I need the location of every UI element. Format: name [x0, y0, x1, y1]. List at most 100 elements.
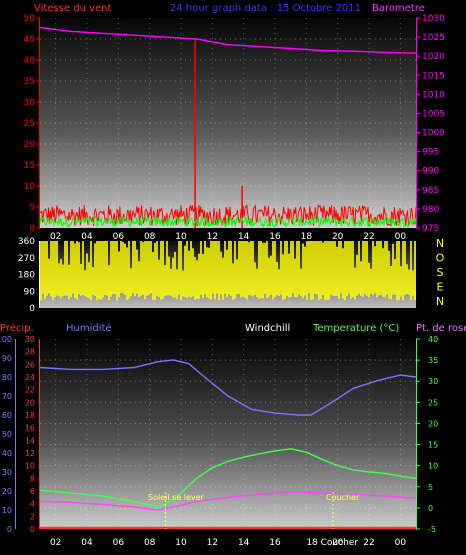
- direction-tick-label: 180: [18, 271, 35, 281]
- wind-tick-label: 45: [24, 35, 35, 45]
- precip-tick-label: 10: [25, 462, 35, 471]
- precip-tick-label: 12: [25, 449, 35, 458]
- humidity-tick-label: 100: [0, 335, 12, 344]
- time-tick-label: 02: [50, 538, 61, 548]
- baro-tick-label: 975: [422, 224, 439, 234]
- precip-tick-label: 6: [30, 487, 35, 496]
- humidity-tick-label: 0: [7, 525, 12, 534]
- compass-n-label: N: [436, 295, 444, 308]
- chart-title: 24 hour graph data : 15 Octobre 2011: [170, 3, 361, 14]
- time-tick-label: 04: [81, 538, 93, 548]
- humidity-tick-label: 40: [2, 449, 12, 458]
- time-tick-label: 02: [50, 232, 61, 242]
- precip-tick-label: 14: [25, 436, 35, 445]
- sunset-label: Coucher: [326, 493, 360, 502]
- precip-label: Précip.: [0, 322, 34, 334]
- time-tick-label: 20: [332, 232, 344, 242]
- temperature-line: [39, 448, 417, 508]
- time-tick-label: 08: [144, 538, 156, 548]
- wind-tick-label: 35: [24, 77, 35, 87]
- time-tick-label: 16: [269, 538, 281, 548]
- temp-tick-label: 15: [428, 441, 438, 450]
- temp-tick-label: 5: [428, 483, 433, 492]
- wind-speed-label: Vitesse du vent: [34, 3, 111, 14]
- time-tick-label: 22: [363, 538, 374, 548]
- wind-tick-label: 20: [24, 140, 36, 150]
- baro-tick-label: 980: [422, 205, 439, 215]
- sunrise-label: Soleil se lever: [148, 493, 205, 502]
- compass-n-label: N: [436, 237, 444, 250]
- baro-tick-label: 990: [422, 167, 439, 177]
- precip-tick-label: 0: [30, 525, 35, 534]
- wind-barometer-panel: 0510152025303540455097598098599099510001…: [24, 14, 446, 242]
- humidity-tick-label: 50: [2, 430, 12, 439]
- time-tick-label: 18 Coucher: [306, 538, 358, 548]
- humidity-tick-label: 60: [2, 411, 12, 420]
- windchill-label: Windchill: [245, 323, 290, 334]
- time-tick-label: 16: [269, 232, 281, 242]
- baro-tick-label: 1020: [422, 52, 445, 62]
- precip-tick-label: 26: [25, 360, 35, 369]
- precip-tick-label: 8: [30, 474, 35, 483]
- baro-tick-label: 985: [422, 186, 439, 196]
- precip-tick-label: 4: [30, 500, 35, 509]
- direction-tick-label: 360: [18, 237, 35, 247]
- temp-tick-label: 40: [428, 335, 438, 344]
- baro-tick-label: 1010: [422, 90, 445, 100]
- time-tick-label: 18: [301, 232, 313, 242]
- wind-tick-label: 0: [29, 224, 35, 234]
- temp-tick-label: 10: [428, 462, 438, 471]
- panel2-ticks: 0 90 180 270 360: [18, 237, 40, 314]
- time-tick-label: 22: [363, 232, 374, 242]
- time-tick-label: 04: [81, 232, 93, 242]
- dewpoint-label: Pt. de rosée: [416, 322, 466, 334]
- temp-tick-label: 35: [428, 356, 438, 365]
- time-tick-label: 06: [113, 538, 125, 548]
- compass-e-label: E: [437, 281, 444, 294]
- precip-tick-label: 30: [25, 335, 35, 344]
- wind-speed-line: [39, 203, 417, 228]
- humidity-tick-label: 10: [2, 506, 12, 515]
- direction-tick-label: 0: [29, 304, 35, 314]
- baro-tick-label: 1015: [422, 71, 445, 81]
- dewpoint-line: [39, 491, 417, 511]
- panel3-marks: [39, 359, 417, 530]
- humidity-tick-label: 20: [2, 487, 12, 496]
- baro-tick-label: 1005: [422, 109, 445, 119]
- precip-tick-label: 16: [25, 424, 35, 433]
- panel3-grid: [40, 339, 416, 529]
- time-tick-label: 14: [238, 538, 250, 548]
- time-tick-label: 10: [175, 538, 187, 548]
- time-tick-label: 20: [332, 538, 344, 548]
- precip-tick-label: 20: [25, 398, 35, 407]
- wind-tick-label: 40: [24, 56, 36, 66]
- precip-tick-label: 28: [25, 348, 35, 357]
- humidity-tick-label: 30: [2, 468, 12, 477]
- humidity-tick-label: 70: [2, 392, 12, 401]
- temp-tick-label: 20: [428, 419, 438, 428]
- time-tick-label: 06: [113, 232, 125, 242]
- precip-tick-label: 2: [30, 512, 35, 521]
- wind-direction-bars: [40, 241, 416, 301]
- compass-o-label: O: [436, 252, 445, 265]
- precip-tick-label: 22: [25, 386, 35, 395]
- temp-tick-label: -5: [428, 525, 436, 534]
- panel3-ticks: 0102030405060708090100024681012141618202…: [0, 335, 438, 548]
- time-tick-label: 00: [395, 538, 407, 548]
- time-tick-label: 08: [144, 232, 156, 242]
- time-tick-label: 12: [207, 232, 218, 242]
- baro-tick-label: 1030: [422, 14, 445, 24]
- wind-tick-label: 15: [24, 161, 35, 171]
- humidity-tick-label: 90: [2, 354, 12, 363]
- panel1-background: [40, 18, 416, 228]
- baro-tick-label: 1000: [422, 129, 445, 139]
- wind-tick-label: 50: [24, 14, 36, 24]
- wind-tick-label: 10: [24, 182, 36, 192]
- baro-tick-label: 1025: [422, 33, 445, 43]
- humidity-line: [39, 359, 417, 416]
- wind-average-line: [39, 214, 417, 229]
- temp-tick-label: 25: [428, 398, 438, 407]
